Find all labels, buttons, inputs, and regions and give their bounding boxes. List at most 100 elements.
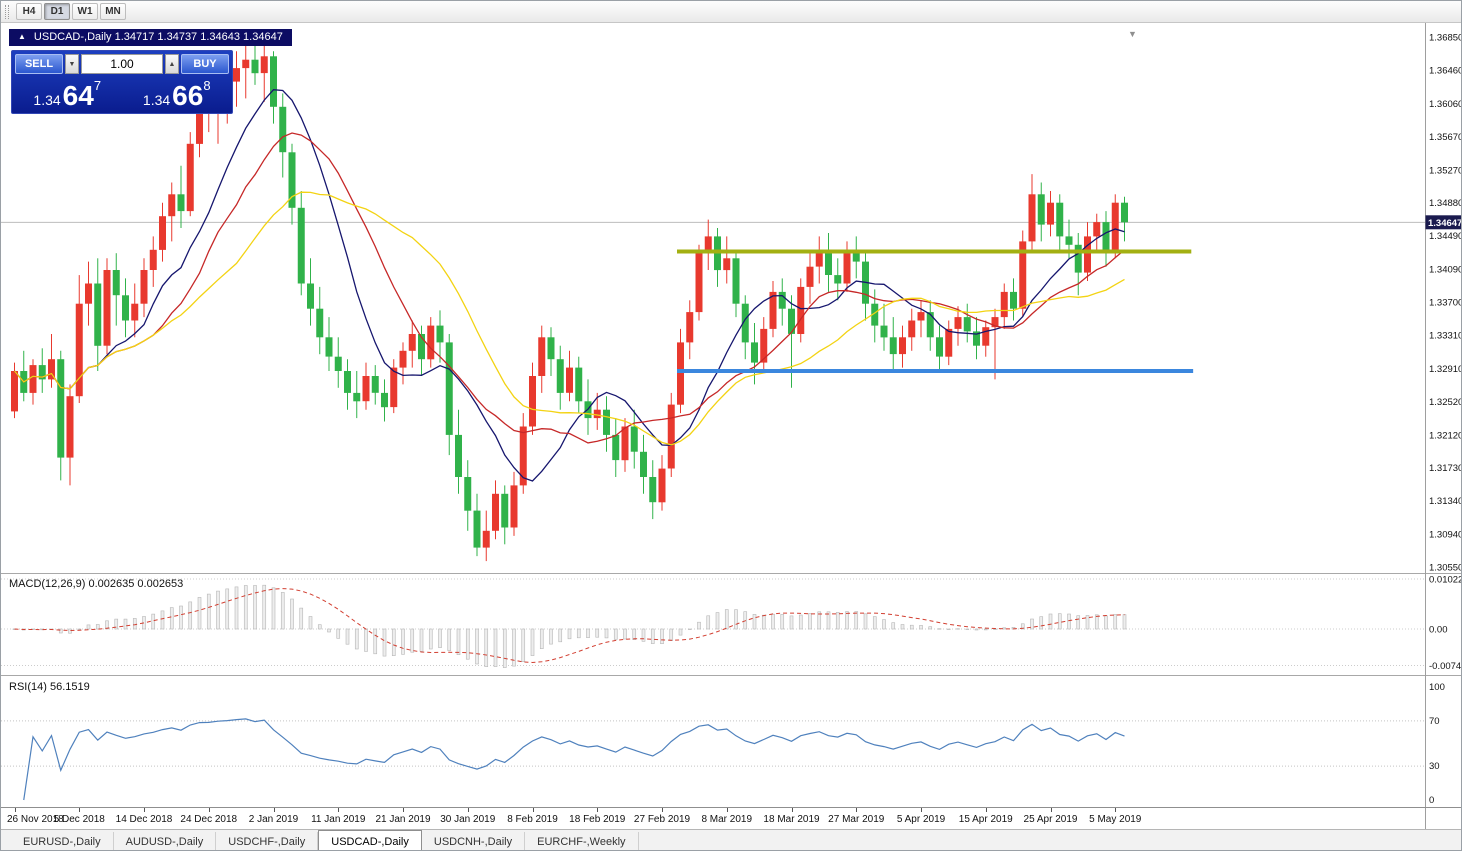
chart-tabs-bar: EURUSD-,Daily AUDUSD-,Daily USDCHF-,Daily U…: [1, 829, 1461, 850]
rsi-axis-label: 70: [1429, 716, 1440, 727]
chart-tab-usdcad[interactable]: USDCAD-,Daily: [318, 830, 422, 850]
panel-marker-icon: ▲: [18, 32, 26, 41]
price-axis-label: 1.36060: [1429, 99, 1462, 110]
time-axis-tick: [144, 808, 145, 812]
macd-indicator-label: MACD(12,26,9) 0.002635 0.002653: [9, 578, 184, 590]
volume-up-icon: ▲: [168, 60, 176, 68]
scroll-marker-icon: ▼: [1128, 29, 1137, 39]
date-axis-label: 5 Dec 2018: [53, 814, 105, 825]
macd-series: [12, 584, 1127, 668]
chart-tab-usdcnh[interactable]: USDCNH-,Daily: [422, 832, 526, 850]
price-axis-label: 1.33310: [1429, 330, 1462, 341]
time-axis[interactable]: 26 Nov 2018 5 Dec 2018 14 Dec 2018 24 Dec 2…: [1, 807, 1461, 829]
one-click-trading-panel: SELL ▼ ▲ BUY 1.34 64 7 1.34 66 8: [11, 50, 233, 114]
time-axis-tick: [856, 808, 858, 812]
time-axis-tick: [1115, 808, 1117, 812]
sell-price-point: 7: [93, 78, 102, 93]
time-axis-tick: [726, 808, 728, 812]
time-axis-tick: [1050, 808, 1052, 812]
price-axis-label: 1.33700: [1429, 298, 1462, 309]
rsi-line: [23, 718, 1125, 801]
date-axis-label: 15 Apr 2019: [958, 814, 1013, 825]
rsi-axis-label: 100: [1429, 682, 1445, 693]
price-axis-label: 1.31340: [1429, 496, 1462, 507]
price-axis-label: 1.36460: [1429, 65, 1462, 76]
time-axis-tick: [273, 808, 275, 812]
date-axis-label: 11 Jan 2019: [311, 814, 366, 825]
buy-button[interactable]: BUY: [181, 54, 229, 74]
chart-tab-usdchf[interactable]: USDCHF-,Daily: [216, 832, 319, 850]
timeframe-button-w1[interactable]: W1: [72, 3, 98, 20]
time-axis-tick: [79, 808, 81, 812]
timeframe-button-d1[interactable]: D1: [44, 3, 70, 20]
macd-signal-line: [14, 588, 1125, 664]
date-axis-label: 18 Mar 2019: [763, 814, 820, 825]
chart-tab-audusd[interactable]: AUDUSD-,Daily: [114, 832, 217, 850]
time-axis-tick: [403, 808, 404, 812]
volume-input[interactable]: [81, 54, 163, 74]
rsi-panel: 100 70 30 0: [1, 682, 1445, 806]
ma-fast-line: [14, 89, 1125, 482]
price-axis-label: 1.30940: [1429, 530, 1462, 541]
time-axis-tick: [338, 808, 340, 812]
date-axis-label: 21 Jan 2019: [375, 814, 431, 825]
date-axis-label: 27 Mar 2019: [828, 814, 885, 825]
price-axis-label: 1.34880: [1429, 198, 1462, 209]
sell-button[interactable]: SELL: [15, 54, 63, 74]
time-axis-tick: [208, 808, 210, 812]
date-axis-label: 26 Nov 2018: [7, 814, 64, 825]
price-axis-label: 1.31730: [1429, 463, 1462, 474]
macd-axis-label: -0.00747: [1429, 661, 1462, 672]
timeframe-button-mn[interactable]: MN: [100, 3, 126, 20]
timeframe-buttons: H4 D1 W1 MN: [16, 3, 126, 20]
price-axis-label: 1.35670: [1429, 132, 1462, 143]
macd-axis-label: 0.010229: [1429, 575, 1462, 586]
time-axis-tick: [532, 808, 534, 812]
current-price-tag-text: 1.34647: [1428, 218, 1462, 229]
macd-axis-label: 0.00: [1429, 625, 1448, 636]
rsi-indicator-label: RSI(14) 56.1519: [9, 681, 90, 693]
date-axis-label: 30 Jan 2019: [440, 814, 496, 825]
date-axis-label: 5 May 2019: [1089, 814, 1142, 825]
chart-canvas[interactable]: 0.010229 0.00 -0.00747 100 70 30 0 1.36850 1.364…: [1, 23, 1462, 807]
main-price-panel: [1, 37, 1425, 562]
price-axis-label: 1.34090: [1429, 265, 1462, 276]
volume-increase-button[interactable]: ▲: [165, 54, 179, 74]
price-axis[interactable]: 1.36850 1.36460 1.36060 1.35670 1.35270 1.348…: [1425, 23, 1462, 807]
symbol-ohlc-text: USDCAD-,Daily 1.34717 1.34737 1.34643 1.…: [33, 31, 283, 43]
ma-slow-line: [14, 191, 1125, 446]
chart-tab-eurusd[interactable]: EURUSD-,Daily: [11, 832, 114, 850]
date-axis-label: 8 Mar 2019: [701, 814, 753, 825]
time-axis-tick: [597, 808, 599, 812]
volume-down-icon: ▼: [68, 60, 76, 68]
buy-price-display: 1.34 66 8: [125, 77, 230, 110]
sell-price-prefix: 1.34: [33, 91, 61, 108]
chart-symbol-ohlc: ▲ USDCAD-,Daily 1.34717 1.34737 1.34643 …: [9, 29, 292, 46]
price-axis-label: 1.34490: [1429, 231, 1462, 242]
sell-price-pips: 64: [62, 80, 94, 112]
time-axis-tick: [985, 808, 987, 812]
candles-group: [11, 37, 1128, 562]
price-axis-label: 1.32910: [1429, 364, 1462, 375]
chart-area: 0.010229 0.00 -0.00747 100 70 30 0 1.36850 1.364…: [1, 23, 1461, 807]
time-axis-tick: [921, 808, 922, 812]
price-axis-label: 1.32520: [1429, 397, 1462, 408]
volume-decrease-button[interactable]: ▼: [65, 54, 79, 74]
toolbar-grip[interactable]: [5, 4, 9, 19]
date-axis-label: 27 Feb 2019: [633, 814, 691, 825]
buy-price-pips: 66: [172, 80, 204, 112]
time-axis-tick: [662, 808, 663, 812]
price-axis-label: 1.32120: [1429, 430, 1462, 441]
price-axis-label: 1.30550: [1429, 563, 1462, 574]
date-axis-label: 25 Apr 2019: [1023, 814, 1078, 825]
timeframe-button-h4[interactable]: H4: [16, 3, 42, 20]
date-axis-label: 18 Feb 2019: [569, 814, 626, 825]
time-axis-tick: [467, 808, 469, 812]
price-axis-label: 1.36850: [1429, 33, 1462, 44]
date-axis-label: 14 Dec 2018: [115, 814, 173, 825]
sell-price-display: 1.34 64 7: [15, 77, 120, 110]
buy-price-point: 8: [203, 78, 211, 93]
date-axis-label: 5 Apr 2019: [896, 814, 946, 825]
chart-tab-eurchf[interactable]: EURCHF-,Weekly: [525, 832, 639, 850]
